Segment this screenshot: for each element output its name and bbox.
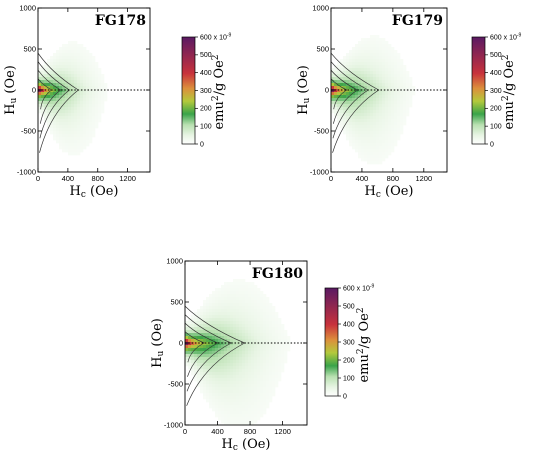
y-tick-label: 500 <box>23 45 36 54</box>
y-tick-label: -500 <box>168 380 183 389</box>
forc-density <box>185 279 291 425</box>
panel-title: FG180 <box>252 266 303 282</box>
colorbar-unit-label: emu2/g Oe2 <box>356 307 372 382</box>
colorbar-tick-label: 400 <box>490 70 502 77</box>
y-axis-label: Hu (Oe) <box>150 318 166 368</box>
colorbar-tick-label: 0 <box>490 141 494 148</box>
colorbar-tick-label: 500 <box>343 303 355 310</box>
y-tick-label: 500 <box>316 45 329 54</box>
y-tick-label: 1000 <box>19 4 36 13</box>
y-tick-label: -1000 <box>17 168 36 177</box>
forc-density <box>331 35 416 165</box>
colorbar-tick-label: 200 <box>490 106 502 113</box>
x-tick-label: 0 <box>36 174 40 183</box>
y-tick-label: -500 <box>21 127 36 136</box>
x-tick-label: 1200 <box>415 174 432 183</box>
colorbar-tick-label: 100 <box>200 124 212 131</box>
y-tick-label: -1000 <box>310 168 329 177</box>
y-tick-label: 1000 <box>312 4 329 13</box>
x-tick-label: 400 <box>211 427 224 436</box>
colorbar-tick-label: 0 <box>343 393 347 400</box>
x-axis-label: Hc (Oe) <box>364 184 413 200</box>
x-tick-label: 0 <box>183 427 187 436</box>
colorbar-tick-label: 200 <box>343 357 355 364</box>
x-tick-label: 1200 <box>274 427 291 436</box>
colorbar-tick-label: 600 x 10-9 <box>343 283 375 292</box>
x-tick-label: 800 <box>244 427 257 436</box>
colorbar: 0 100 200 300 400 500 600 x 10-9 <box>324 283 375 400</box>
x-tick-label: 800 <box>387 174 400 183</box>
x-tick-label: 1200 <box>119 174 136 183</box>
x-axis-label: Hc (Oe) <box>69 184 118 200</box>
forc-density <box>38 41 108 156</box>
colorbar-unit-label: emu2/g Oe2 <box>211 54 227 129</box>
y-axis-label: Hu (Oe) <box>296 65 312 115</box>
y-axis-label: Hu (Oe) <box>3 65 19 115</box>
x-tick-label: 0 <box>329 174 333 183</box>
y-tick-label: 0 <box>179 339 183 348</box>
colorbar-tick-label: 300 <box>200 88 212 95</box>
colorbar-tick-label: 100 <box>343 375 355 382</box>
y-tick-label: -500 <box>314 127 329 136</box>
y-tick-label: 500 <box>170 298 183 307</box>
colorbar-tick-label: 500 <box>200 52 212 59</box>
colorbar-tick-label: 100 <box>490 124 502 131</box>
colorbar-unit-label: emu2/g Oe2 <box>501 54 517 129</box>
colorbar-tick-label: 400 <box>200 70 212 77</box>
x-axis-label: Hc (Oe) <box>221 437 270 453</box>
colorbar-tick-label: 600 x 10-9 <box>200 32 232 41</box>
x-tick-label: 400 <box>356 174 369 183</box>
x-tick-label: 400 <box>62 174 75 183</box>
y-tick-label: 1000 <box>166 257 183 266</box>
colorbar-tick-label: 300 <box>343 339 355 346</box>
colorbar-tick-label: 400 <box>343 321 355 328</box>
colorbar-tick-label: 600 x 10-9 <box>490 32 522 41</box>
colorbar: 0 100 200 300 400 500 600 x 10-9 <box>471 32 522 148</box>
colorbar-tick-label: 0 <box>200 141 204 148</box>
colorbar-tick-label: 500 <box>490 52 502 59</box>
panel-title: FG178 <box>95 13 146 29</box>
y-tick-label: 0 <box>325 86 329 95</box>
y-tick-label: -1000 <box>164 421 183 430</box>
x-tick-label: 800 <box>91 174 104 183</box>
panel-title: FG179 <box>392 13 443 29</box>
colorbar-tick-label: 300 <box>490 88 502 95</box>
colorbar: 0 100 200 300 400 500 600 x 10-9 <box>181 32 232 148</box>
y-tick-label: 0 <box>32 86 36 95</box>
colorbar-tick-label: 200 <box>200 106 212 113</box>
